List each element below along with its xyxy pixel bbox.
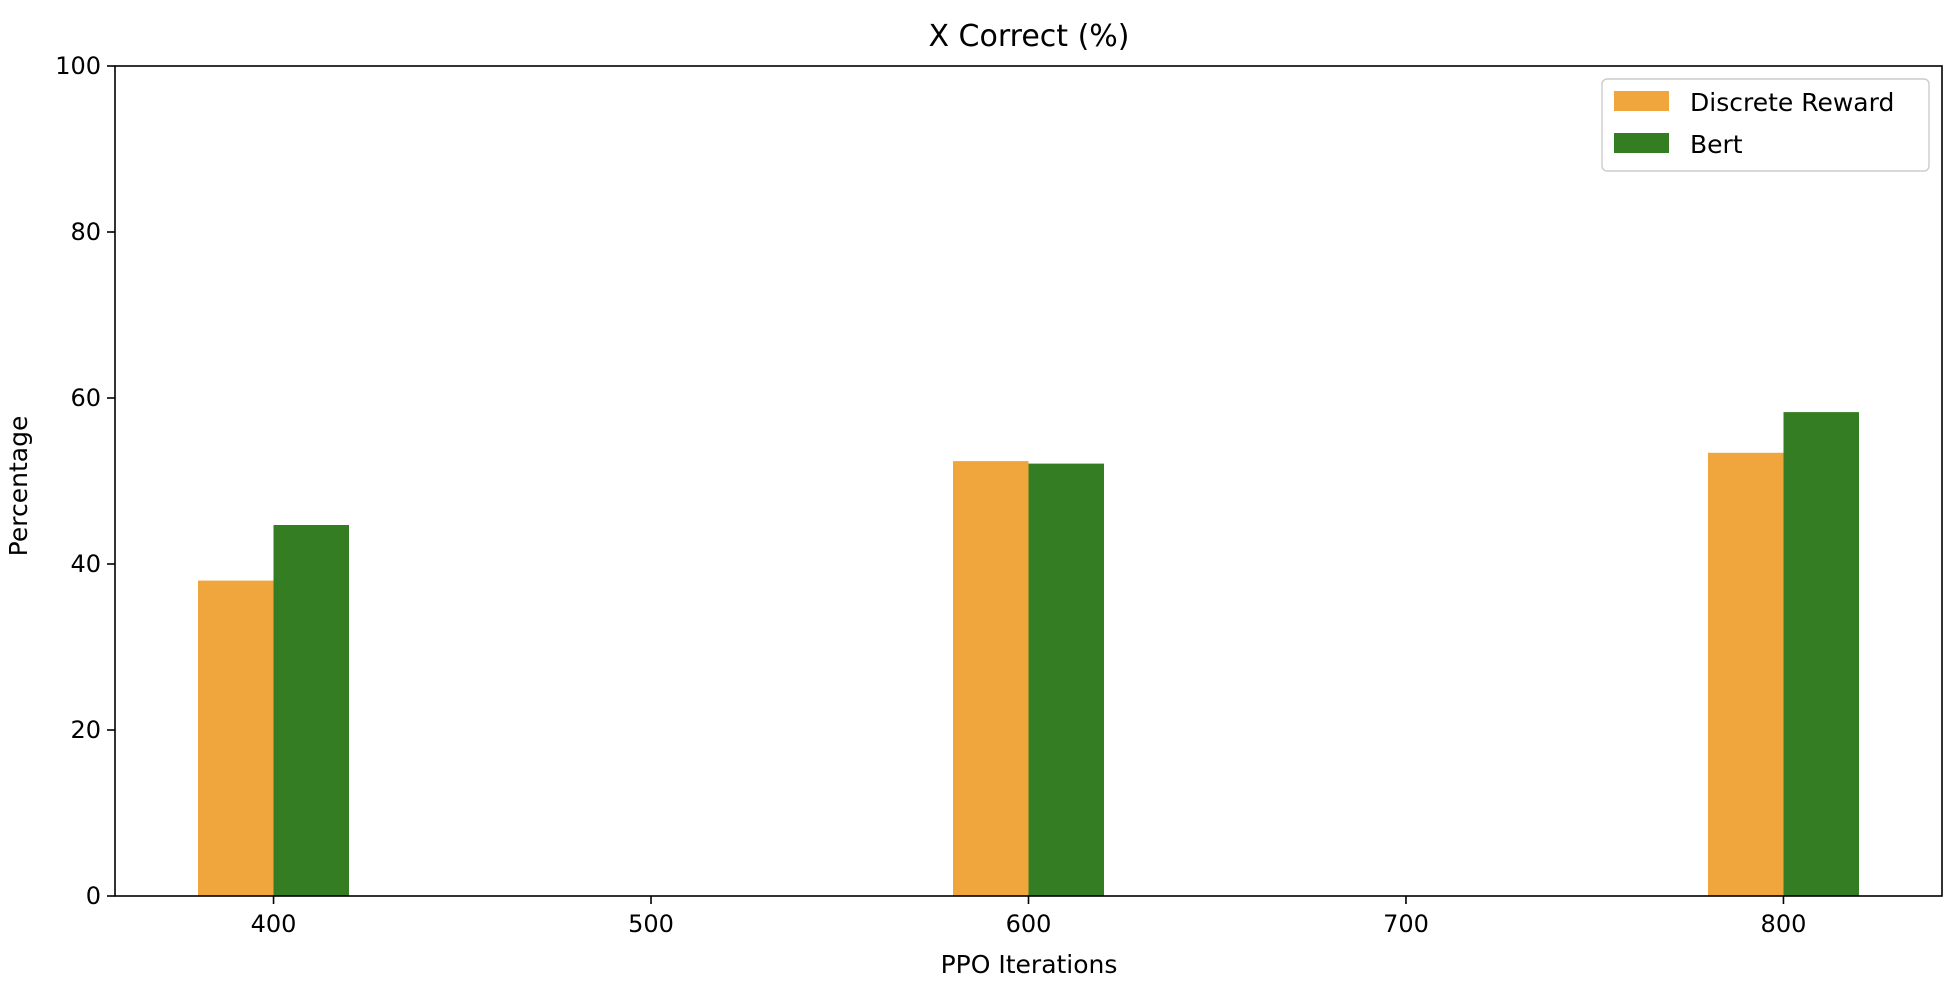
bar-bert-400 — [273, 525, 349, 896]
legend-label-discrete-reward: Discrete Reward — [1690, 88, 1894, 117]
bar-discrete-reward-600 — [953, 461, 1029, 896]
y-tick-label: 20 — [70, 716, 101, 744]
x-tick-label: 800 — [1761, 910, 1807, 938]
legend: Discrete Reward Bert — [1601, 78, 1930, 172]
plot-area: 0 20 40 60 80 100 400 500 600 700 800 — [55, 52, 1943, 938]
y-tick-label: 100 — [55, 52, 101, 80]
legend-swatch-discrete-reward — [1614, 91, 1669, 111]
bar-discrete-reward-800 — [1708, 452, 1784, 896]
chart-title: X Correct (%) — [928, 19, 1129, 54]
y-tick-label: 80 — [70, 218, 101, 246]
bar-discrete-reward-400 — [198, 580, 274, 896]
x-tick-label: 400 — [251, 910, 297, 938]
bar-bert-800 — [1783, 412, 1859, 896]
x-tick-label: 600 — [1006, 910, 1052, 938]
x-tick-label: 700 — [1383, 910, 1429, 938]
bar-bert-600 — [1028, 463, 1104, 896]
y-axis-label: Percentage — [4, 416, 33, 557]
x-tick-label: 500 — [628, 910, 674, 938]
y-tick-label: 40 — [70, 550, 101, 578]
y-tick-label: 60 — [70, 384, 101, 412]
y-tick-label: 0 — [86, 882, 101, 910]
legend-box — [1601, 78, 1930, 172]
legend-label-bert: Bert — [1690, 130, 1743, 159]
x-axis-label: PPO Iterations — [941, 950, 1118, 979]
legend-swatch-bert — [1614, 133, 1669, 153]
